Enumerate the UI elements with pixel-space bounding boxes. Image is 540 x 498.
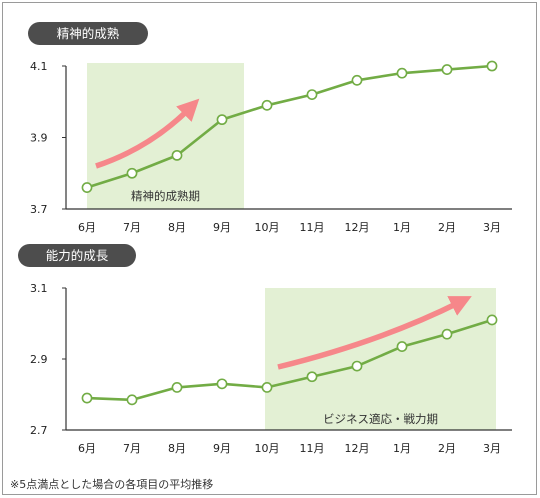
chart1-trend-arrow xyxy=(95,98,200,169)
chart1-data-point xyxy=(216,114,228,126)
chart1-series-line xyxy=(86,64,493,189)
chart2-data-point xyxy=(351,360,363,372)
chart1-x-tick-label: 3月 xyxy=(483,221,501,234)
chart1-data-point xyxy=(486,60,498,72)
chart1-y-tick-label: 3.7 xyxy=(30,203,48,216)
chart1-x-tick-label: 7月 xyxy=(123,221,141,234)
chart1-x-tick-label: 10月 xyxy=(255,221,280,234)
chart1-y-tick-label: 4.1 xyxy=(30,60,48,73)
chart1-highlight-label: 精神的成熟期 xyxy=(131,189,200,203)
chart1-x-tick-label: 9月 xyxy=(213,221,231,234)
chart1-data-point xyxy=(171,149,183,161)
chart2-data-point xyxy=(126,394,138,406)
chart2-x-tick-label: 6月 xyxy=(78,442,96,455)
chart1-data-point xyxy=(81,182,93,193)
chart2-y-tick-label: 3.1 xyxy=(30,282,48,295)
chart2-trend-arrow xyxy=(277,296,472,370)
chart2-data-point xyxy=(396,341,408,352)
chart1-x-tick-label: 1月 xyxy=(393,221,411,234)
chart1-data-point xyxy=(126,167,138,179)
chart2-title: 能力的成長 xyxy=(18,244,136,267)
footnote: ※5点満点とした場合の各項目の平均推移 xyxy=(10,478,214,491)
chart2-x-tick-label: 10月 xyxy=(255,442,280,455)
chart1-x-tick-label: 8月 xyxy=(168,221,186,234)
chart1-x-tick-label: 6月 xyxy=(78,221,96,234)
chart2-data-point xyxy=(486,314,498,326)
chart1-data-point xyxy=(396,67,408,79)
chart2-data-point xyxy=(171,381,183,393)
chart2-x-tick-label: 11月 xyxy=(300,442,325,455)
chart2-x-tick-label: 7月 xyxy=(123,442,141,455)
chart2-x-tick-label: 12月 xyxy=(345,442,370,455)
chart2-x-tick-label: 9月 xyxy=(213,442,231,455)
chart1-x-tick-label: 12月 xyxy=(345,221,370,234)
chart1-highlight-band xyxy=(87,63,244,209)
chart2-data-point xyxy=(306,371,318,383)
chart1-title: 精神的成熟 xyxy=(28,22,148,45)
chart1-data-point xyxy=(441,64,453,75)
chart2-x-tick-label: 8月 xyxy=(168,442,186,455)
chart2-x-tick-label: 3月 xyxy=(483,442,501,455)
chart2-x-tick-label: 2月 xyxy=(438,442,456,455)
chart1-data-point xyxy=(261,99,273,111)
chart1-x-tick-label: 11月 xyxy=(300,221,325,234)
chart1-data-point xyxy=(306,89,318,100)
chart2-y-tick-label: 2.9 xyxy=(30,353,48,366)
chart2-data-point xyxy=(216,378,228,390)
chart2-data-point xyxy=(261,381,273,393)
chart2-data-point xyxy=(81,392,93,404)
chart2-data-point xyxy=(441,328,453,340)
chart1-data-point xyxy=(351,74,363,86)
chart2-highlight-label: ビジネス適応・戦力期 xyxy=(323,412,438,426)
chart2-x-tick-label: 1月 xyxy=(393,442,411,455)
chart2-series-line xyxy=(86,318,493,402)
chart1-x-tick-label: 2月 xyxy=(438,221,456,234)
chart2-y-tick-label: 2.7 xyxy=(30,424,48,437)
chart1-y-tick-label: 3.9 xyxy=(30,132,48,145)
